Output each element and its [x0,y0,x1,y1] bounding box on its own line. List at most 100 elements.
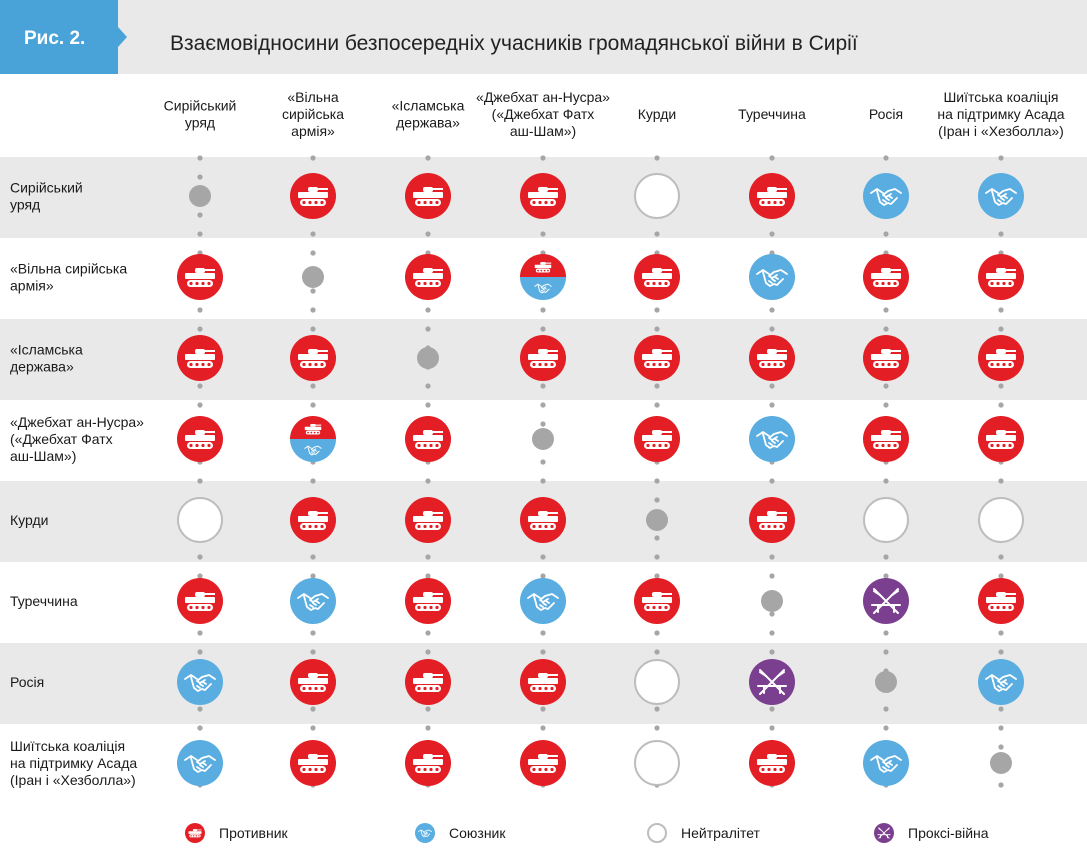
cell-enemy [405,173,451,219]
row-header-line: армія» [10,278,54,294]
column-header-line: на підтримку Асада [937,106,1064,122]
cell-enemy [634,254,680,300]
cell-enemy [405,254,451,300]
cell-enemy [863,416,909,462]
connector-dot [540,326,546,332]
connector-dot [425,155,431,161]
column-header-line: аш-Шам») [510,123,576,139]
connector-dot [998,307,1004,313]
connector-dot [998,326,1004,332]
cell-ally [749,416,795,462]
column-header-line: «Вільна [287,89,338,105]
cell-neutral [634,173,680,219]
connector-dot [425,383,431,389]
connector-dot [769,155,775,161]
connector-dot [197,402,203,408]
connector-dot [769,383,775,389]
connector-dot [998,630,1004,636]
connector-dot [654,478,660,484]
cell-enemy [863,335,909,381]
cell-self [990,752,1012,774]
connector-dot [769,231,775,237]
cell-enemy [634,578,680,624]
connector-dot [425,231,431,237]
connector-dot [425,725,431,731]
column-header-line: армія» [291,123,335,139]
row-header-line: (Іран і «Хезболла») [10,772,136,788]
connector-dot [769,706,775,712]
cell-enemy [520,659,566,705]
connector-dot [654,649,660,655]
cell-self [875,671,897,693]
cell-enemy [978,416,1024,462]
cell-self [646,509,668,531]
cell-self [761,590,783,612]
connector-dot [197,649,203,655]
cell-ally [978,173,1024,219]
connector-dot [425,326,431,332]
cell-enemy [749,740,795,786]
connector-dot [540,573,546,579]
connector-dot [654,231,660,237]
connector-dot [998,478,1004,484]
connector-dot [310,250,316,256]
cell-self [532,428,554,450]
connector-dot [998,383,1004,389]
legend-label-proxy: Проксі-війна [908,825,989,841]
row-header-line: Сирійський [10,180,83,196]
connector-dot [310,231,316,237]
cell-enemy [290,497,336,543]
proxy-war-icon [874,823,894,843]
connector-dot [310,288,316,294]
connector-dot [998,231,1004,237]
cell-enemy [520,497,566,543]
cell-neutral [978,497,1024,543]
connector-dot [883,383,889,389]
connector-dot [769,573,775,579]
connector-dot [998,649,1004,655]
cell-ally [177,659,223,705]
connector-dot [654,307,660,313]
connector-dot [197,383,203,389]
row-header-line: «Вільна сирійська [10,261,127,277]
legend-item-proxy: Проксі-війна [874,823,989,843]
connector-dot [883,554,889,560]
cell-self [189,185,211,207]
connector-dot [310,630,316,636]
connector-dot [769,402,775,408]
row-header-line: «Ісламська [10,342,83,358]
connector-dot [883,326,889,332]
cell-enemy [634,335,680,381]
row-header-line: Шиїтська коаліція [10,738,125,754]
cell-enemy [863,254,909,300]
column-header-line: «Ісламська [392,98,465,114]
cell-neutral [177,497,223,543]
legend: Противник Союзник Нейтралітет Проксі-вій… [0,803,1087,861]
cell-enemy [177,416,223,462]
cell-enemy-ally [290,416,336,462]
connector-dot [425,307,431,313]
cell-ally [978,659,1024,705]
connector-dot [654,155,660,161]
cell-self [302,266,324,288]
connector-dot [769,611,775,617]
figure-label: Рис. 2. [24,28,86,49]
row-header-line: уряд [10,197,40,213]
connector-dot [654,630,660,636]
header-bar: Рис. 2. Взаємовідносини безпосередніх уч… [0,0,1087,74]
cell-ally [863,173,909,219]
legend-item-ally: Союзник [415,823,506,843]
connector-dot [540,155,546,161]
column-header-line: сирійська [282,106,344,122]
connector-dot [425,478,431,484]
cell-enemy [177,335,223,381]
cell-enemy [405,497,451,543]
connector-dot [769,554,775,560]
figure-title: Взаємовідносини безпосередніх учасників … [170,32,858,55]
connector-dot [310,383,316,389]
row-header-line: «Джебхат ан-Нусра» [10,414,144,430]
connector-dot [998,725,1004,731]
cell-enemy [978,578,1024,624]
row-header-line: Росія [10,674,44,690]
connector-dot [310,706,316,712]
